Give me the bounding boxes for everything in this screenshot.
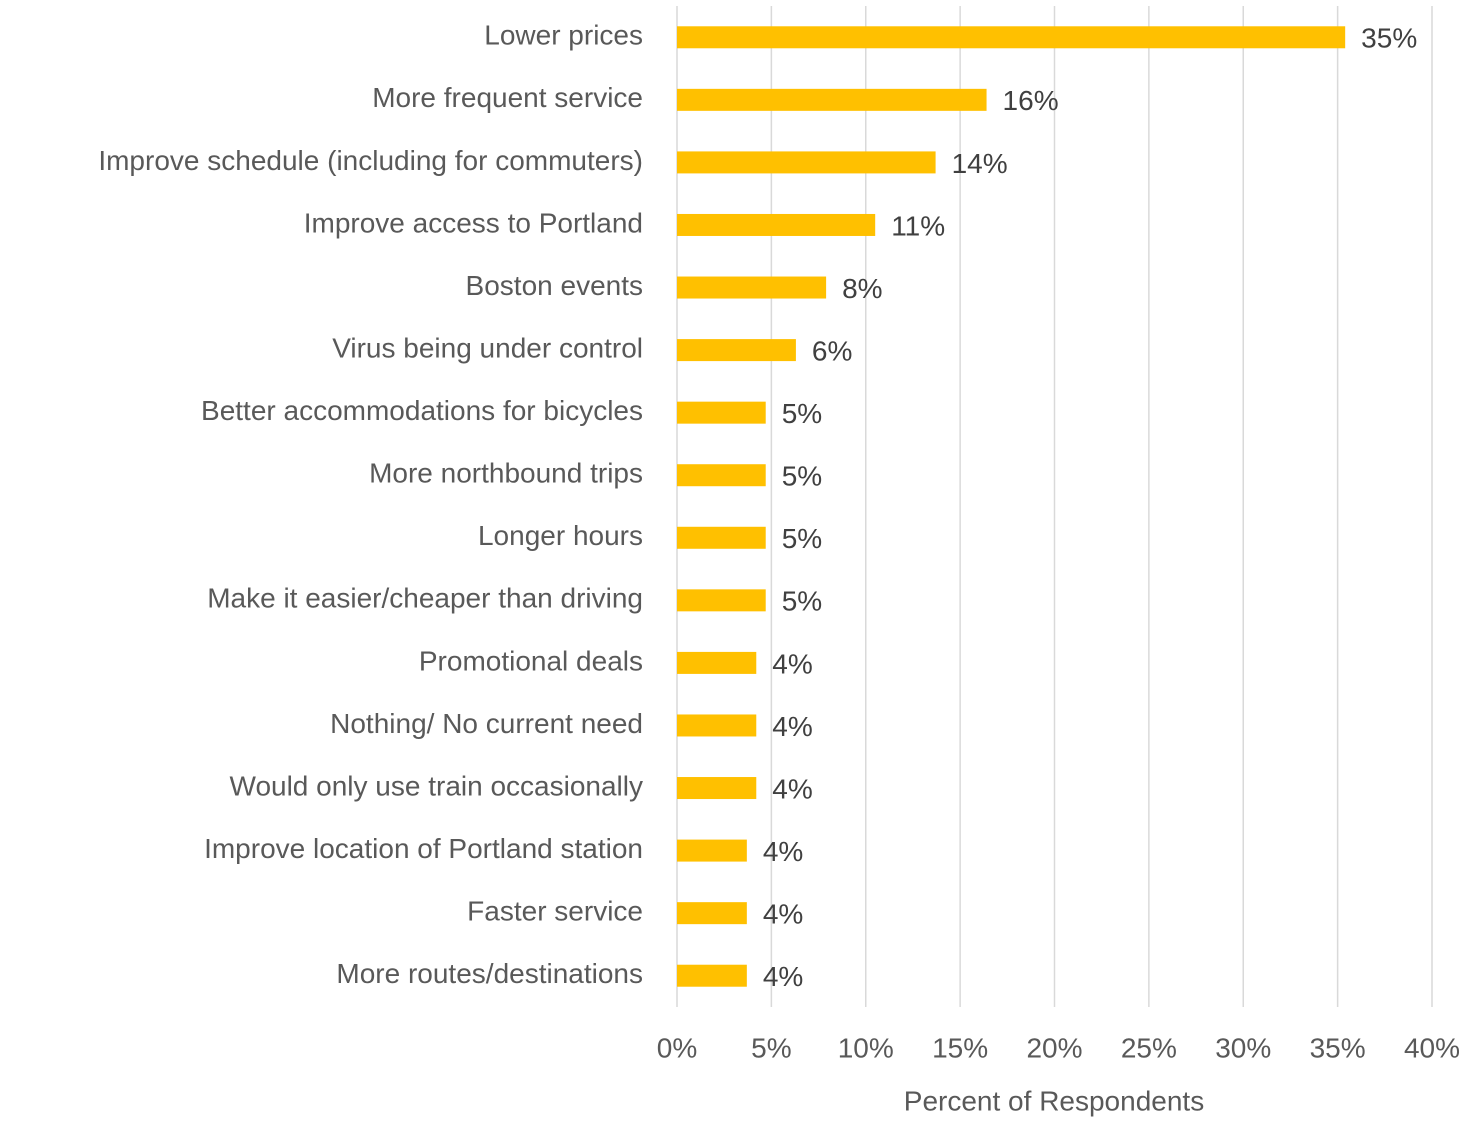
bar: [677, 714, 757, 737]
bar: [677, 26, 1346, 49]
data-label: 4%: [772, 711, 812, 742]
x-tick-label: 10%: [838, 1032, 894, 1063]
y-tick-label: More northbound trips: [369, 458, 643, 489]
x-tick-label: 0%: [657, 1032, 697, 1063]
y-tick-label: Faster service: [467, 896, 643, 927]
data-label: 5%: [782, 461, 822, 492]
data-label: 4%: [772, 648, 812, 679]
bar: [677, 464, 766, 487]
y-tick-label: Boston events: [466, 270, 643, 301]
data-label: 4%: [763, 961, 803, 992]
data-label: 5%: [782, 586, 822, 617]
x-tick-label: 20%: [1026, 1032, 1082, 1063]
x-axis-title: Percent of Respondents: [904, 1085, 1204, 1116]
bar: [677, 777, 757, 800]
bar: [677, 151, 936, 174]
data-label: 4%: [763, 899, 803, 930]
x-tick-label: 15%: [932, 1032, 988, 1063]
data-label: 5%: [782, 398, 822, 429]
x-tick-label: 40%: [1404, 1032, 1460, 1063]
data-label: 4%: [763, 836, 803, 867]
x-tick-label: 25%: [1121, 1032, 1177, 1063]
data-label: 6%: [812, 335, 852, 366]
data-label: 4%: [772, 773, 812, 804]
bar: [677, 589, 766, 612]
y-tick-label: Better accommodations for bicycles: [201, 395, 643, 426]
data-label: 5%: [782, 523, 822, 554]
y-tick-label: More frequent service: [372, 82, 643, 113]
bar: [677, 339, 796, 362]
y-tick-label: Improve access to Portland: [304, 207, 643, 238]
y-tick-label: Promotional deals: [419, 645, 643, 676]
bar: [677, 902, 747, 925]
y-tick-label: Nothing/ No current need: [330, 708, 643, 739]
y-tick-label: Would only use train occasionally: [230, 770, 643, 801]
data-label: 35%: [1361, 23, 1417, 54]
data-label: 8%: [842, 273, 882, 304]
bar: [677, 526, 766, 549]
y-tick-label: Make it easier/cheaper than driving: [207, 583, 643, 614]
data-label: 11%: [891, 210, 945, 241]
y-tick-label: Improve schedule (including for commuter…: [98, 145, 643, 176]
y-tick-label: Virus being under control: [332, 332, 643, 363]
bar: [677, 88, 987, 111]
y-tick-label: More routes/destinations: [336, 958, 643, 989]
bar: [677, 401, 766, 424]
x-tick-label: 35%: [1310, 1032, 1366, 1063]
bar: [677, 276, 827, 299]
data-label: 16%: [1003, 85, 1059, 116]
y-tick-label: Longer hours: [478, 520, 643, 551]
y-tick-label: Lower prices: [484, 20, 643, 51]
data-label: 14%: [952, 148, 1008, 179]
bar: [677, 964, 747, 987]
y-tick-label: Improve location of Portland station: [204, 833, 643, 864]
x-tick-label: 30%: [1215, 1032, 1271, 1063]
x-tick-label: 5%: [751, 1032, 791, 1063]
bar: [677, 839, 747, 862]
bar: [677, 651, 757, 674]
bar: [677, 213, 876, 236]
